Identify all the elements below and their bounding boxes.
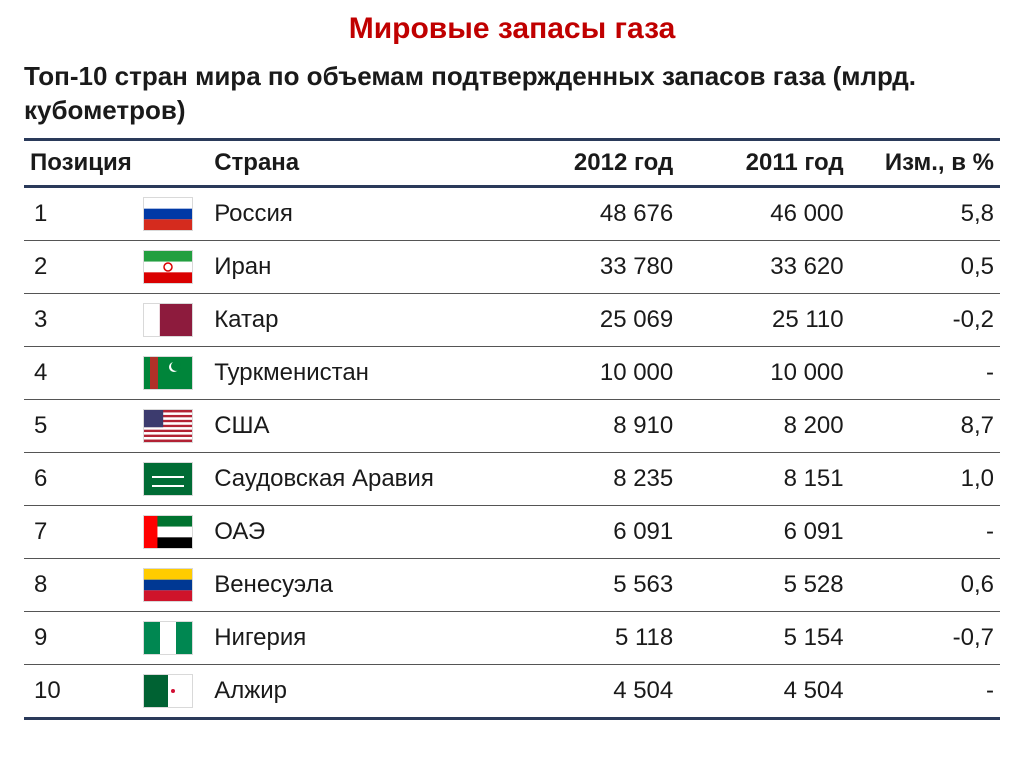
cell-2011: 4 504 — [679, 664, 849, 718]
table-row: 1 Россия 48 676 46 000 5,8 — [24, 186, 1000, 240]
cell-2012: 8 235 — [509, 452, 679, 505]
flag-ru-icon — [144, 198, 192, 230]
cell-country: Россия — [208, 186, 509, 240]
cell-position: 10 — [24, 664, 138, 718]
cell-country: Катар — [208, 293, 509, 346]
table-row: 4 Туркменистан 10 000 10 000 - — [24, 346, 1000, 399]
cell-position: 7 — [24, 505, 138, 558]
cell-change: - — [850, 664, 1000, 718]
cell-change: 0,6 — [850, 558, 1000, 611]
cell-2011: 6 091 — [679, 505, 849, 558]
cell-flag — [138, 293, 208, 346]
cell-2012: 4 504 — [509, 664, 679, 718]
cell-country: США — [208, 399, 509, 452]
cell-position: 9 — [24, 611, 138, 664]
page-title: Мировые запасы газа — [24, 12, 1000, 46]
table-body: 1 Россия 48 676 46 000 5,8 2 Иран 33 780… — [24, 186, 1000, 718]
cell-position: 2 — [24, 240, 138, 293]
cell-2012: 8 910 — [509, 399, 679, 452]
cell-2012: 6 091 — [509, 505, 679, 558]
col-year-2012: 2012 год — [509, 139, 679, 186]
table-row: 3 Катар 25 069 25 110 -0,2 — [24, 293, 1000, 346]
cell-flag — [138, 664, 208, 718]
cell-country: Туркменистан — [208, 346, 509, 399]
cell-change: 8,7 — [850, 399, 1000, 452]
cell-change: -0,2 — [850, 293, 1000, 346]
flag-tm-icon — [144, 357, 192, 389]
cell-position: 3 — [24, 293, 138, 346]
cell-2011: 8 200 — [679, 399, 849, 452]
cell-2012: 25 069 — [509, 293, 679, 346]
cell-2011: 5 154 — [679, 611, 849, 664]
table-row: 2 Иран 33 780 33 620 0,5 — [24, 240, 1000, 293]
col-flag — [138, 139, 208, 186]
table-row: 10 Алжир 4 504 4 504 - — [24, 664, 1000, 718]
cell-country: Алжир — [208, 664, 509, 718]
col-change: Изм., в % — [850, 139, 1000, 186]
cell-country: Иран — [208, 240, 509, 293]
cell-country: Саудовская Аравия — [208, 452, 509, 505]
flag-ir-icon — [144, 251, 192, 283]
cell-position: 4 — [24, 346, 138, 399]
cell-flag — [138, 558, 208, 611]
cell-change: 5,8 — [850, 186, 1000, 240]
flag-us-icon — [144, 410, 192, 442]
cell-position: 6 — [24, 452, 138, 505]
cell-position: 8 — [24, 558, 138, 611]
cell-flag — [138, 399, 208, 452]
cell-2011: 5 528 — [679, 558, 849, 611]
cell-2011: 8 151 — [679, 452, 849, 505]
flag-ve-icon — [144, 569, 192, 601]
cell-change: 1,0 — [850, 452, 1000, 505]
col-year-2011: 2011 год — [679, 139, 849, 186]
cell-2012: 33 780 — [509, 240, 679, 293]
flag-ae-icon — [144, 516, 192, 548]
table-row: 6 Саудовская Аравия 8 235 8 151 1,0 — [24, 452, 1000, 505]
cell-flag — [138, 240, 208, 293]
cell-country: ОАЭ — [208, 505, 509, 558]
flag-ng-icon — [144, 622, 192, 654]
cell-change: - — [850, 346, 1000, 399]
table-row: 7 ОАЭ 6 091 6 091 - — [24, 505, 1000, 558]
cell-flag — [138, 186, 208, 240]
cell-change: - — [850, 505, 1000, 558]
cell-2011: 10 000 — [679, 346, 849, 399]
col-country: Страна — [208, 139, 509, 186]
cell-2011: 46 000 — [679, 186, 849, 240]
table-row: 5 США 8 910 8 200 8,7 — [24, 399, 1000, 452]
cell-2012: 10 000 — [509, 346, 679, 399]
cell-change: -0,7 — [850, 611, 1000, 664]
cell-country: Нигерия — [208, 611, 509, 664]
table-row: 9 Нигерия 5 118 5 154 -0,7 — [24, 611, 1000, 664]
flag-qa-icon — [144, 304, 192, 336]
cell-2011: 33 620 — [679, 240, 849, 293]
cell-2012: 5 563 — [509, 558, 679, 611]
cell-2011: 25 110 — [679, 293, 849, 346]
cell-position: 1 — [24, 186, 138, 240]
cell-2012: 5 118 — [509, 611, 679, 664]
cell-flag — [138, 611, 208, 664]
cell-position: 5 — [24, 399, 138, 452]
cell-flag — [138, 452, 208, 505]
table-header-row: Позиция Страна 2012 год 2011 год Изм., в… — [24, 139, 1000, 186]
cell-country: Венесуэла — [208, 558, 509, 611]
flag-sa-icon — [144, 463, 192, 495]
cell-flag — [138, 346, 208, 399]
cell-2012: 48 676 — [509, 186, 679, 240]
cell-flag — [138, 505, 208, 558]
flag-dz-icon — [144, 675, 192, 707]
subtitle: Топ-10 стран мира по объемам подтвержден… — [24, 60, 1000, 128]
cell-change: 0,5 — [850, 240, 1000, 293]
table-row: 8 Венесуэла 5 563 5 528 0,6 — [24, 558, 1000, 611]
gas-reserves-table: Позиция Страна 2012 год 2011 год Изм., в… — [24, 138, 1000, 720]
col-position: Позиция — [24, 139, 138, 186]
